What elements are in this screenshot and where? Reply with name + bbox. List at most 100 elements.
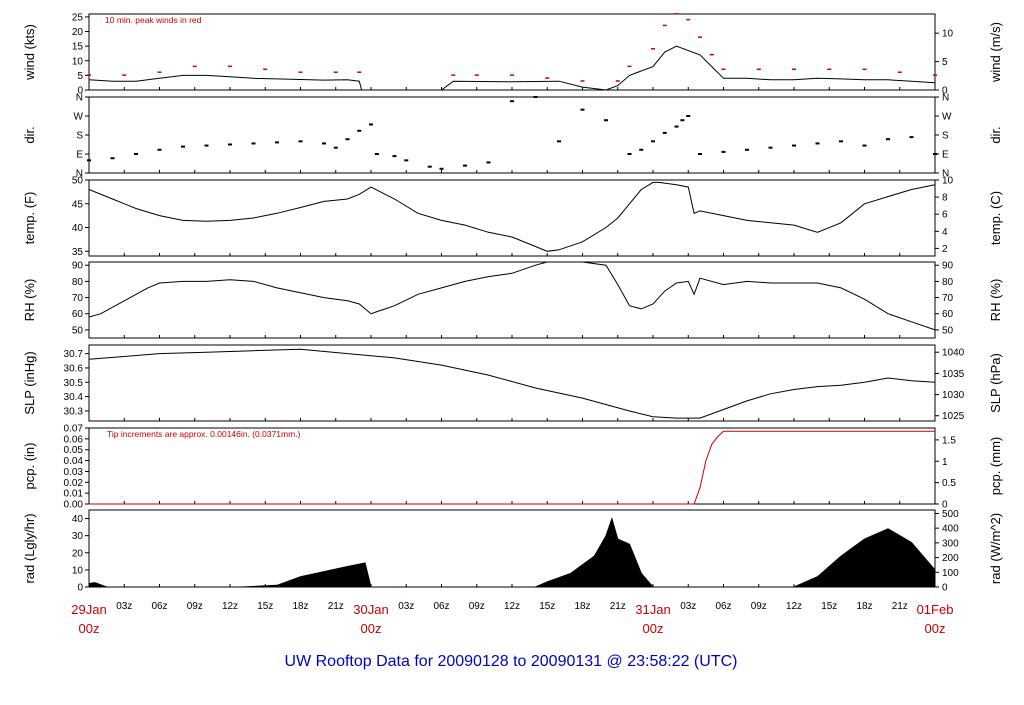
dir-point xyxy=(392,155,397,158)
temp-left-tick-label: 35 xyxy=(72,247,84,258)
dir-point xyxy=(275,141,279,144)
wind-peak-point xyxy=(651,48,655,50)
rad-panel: rad (Lgly/hr) rad (W/m^2)0102030400100200… xyxy=(22,509,1003,594)
slp-left-tick-label: 30.3 xyxy=(64,406,84,417)
dir-point xyxy=(768,146,773,149)
slp-right-tick-label: 1035 xyxy=(942,369,965,380)
dir-point xyxy=(463,164,467,167)
dir-point xyxy=(322,142,326,145)
dir-point xyxy=(662,131,667,134)
wind-peak-point xyxy=(827,68,832,71)
wind-peak-point xyxy=(709,53,714,56)
wind-peak-point xyxy=(87,74,91,76)
dir-point xyxy=(439,167,444,170)
wind-peak-point xyxy=(615,80,620,82)
wind-peak-point xyxy=(451,74,456,76)
dir-point xyxy=(604,119,608,122)
pcp-annotation: Tip increments are approx. 0.00146in. (0… xyxy=(107,429,301,439)
dir-point xyxy=(110,157,115,160)
dir-point xyxy=(557,140,561,143)
dir-point xyxy=(839,140,843,143)
wind-peak-point xyxy=(792,68,796,71)
dir-point xyxy=(639,148,644,151)
hour-label: 18z xyxy=(856,601,872,612)
dir-point xyxy=(680,119,685,122)
dir-point xyxy=(486,161,491,164)
rh-right-tick-label: 60 xyxy=(942,309,954,320)
time-axis-labels: 29Jan 00z 30Jan 00z 31Jan 00z 01Feb 00z 03z 06z 09… xyxy=(71,601,953,636)
wind-peak-point xyxy=(298,71,303,73)
dir-point xyxy=(721,150,726,153)
rh-right-tick-label: 50 xyxy=(942,325,954,336)
rad-left-tick-label: 0 xyxy=(77,583,83,594)
rh-ylabel-right: RH (%) xyxy=(988,279,1003,322)
dir-frame xyxy=(88,96,936,174)
footer-title: UW Rooftop Data for 20090128 to 20090131… xyxy=(285,653,738,670)
rh-series-relative-humidity xyxy=(88,261,936,331)
pcp-panel: pcp. (in) pcp. (mm)0.000.010.020.030.040.… xyxy=(22,424,1003,511)
temp-right-tick-label: 4 xyxy=(942,227,948,238)
slp-right-tick-label: 1025 xyxy=(942,411,965,422)
pcp-left-tick-label: 0.04 xyxy=(64,456,84,467)
pcp-left-tick-label: 0.02 xyxy=(64,478,84,489)
wind-series-mean xyxy=(88,45,936,91)
dir-point xyxy=(251,142,256,145)
dir-right-tick-label: W xyxy=(942,112,952,123)
hour-label: 06z xyxy=(433,601,449,612)
dir-left-tick-label: W xyxy=(74,112,84,123)
wind-peak-point xyxy=(333,71,338,73)
wind-peak-point xyxy=(674,13,679,15)
rad-ylabel-right: rad (W/m^2) xyxy=(988,513,1003,584)
pcp-left-tick-label: 0.03 xyxy=(64,467,84,478)
temp-right-tick-label: 8 xyxy=(942,193,948,204)
dir-point xyxy=(745,148,749,151)
rad-ylabel-left: rad (Lgly/hr) xyxy=(22,513,37,583)
hour-label: 18z xyxy=(292,601,308,612)
rad-left-tick-label: 10 xyxy=(72,565,84,576)
dir-point xyxy=(580,108,585,111)
dir-left-tick-label: N xyxy=(76,169,83,180)
pcp-right-tick-label: 1 xyxy=(942,457,948,468)
wind-peak-point xyxy=(721,68,726,71)
dir-point xyxy=(204,144,209,147)
dir-point xyxy=(651,140,655,143)
dir-point xyxy=(374,153,379,155)
pcp-right-tick-label: 1.5 xyxy=(942,435,956,446)
hour-label: 15z xyxy=(821,601,837,612)
pcp-right-tick-label: 0.5 xyxy=(942,478,956,489)
wind-peak-point xyxy=(698,36,702,38)
pcp-left-tick-label: 0.00 xyxy=(64,500,84,511)
dir-point xyxy=(357,129,362,132)
wind-left-tick-label: 10 xyxy=(72,56,84,67)
rad-right-tick-label: 500 xyxy=(942,509,959,520)
rad-right-tick-label: 200 xyxy=(942,553,959,564)
rad-frame xyxy=(88,509,936,588)
pcp-ylabel-right: pcp. (mm) xyxy=(988,437,1003,496)
rh-right-tick-label: 80 xyxy=(942,277,954,288)
dir-point xyxy=(181,145,185,148)
dir-point xyxy=(157,148,162,151)
day-label-bottom: 00z xyxy=(361,621,382,636)
hour-label: 12z xyxy=(504,601,520,612)
wind-peak-point xyxy=(263,68,268,71)
wind-peak-point xyxy=(122,74,127,76)
wind-annotation: 10 min. peak winds in red xyxy=(105,15,202,25)
dir-left-tick-label: N xyxy=(76,93,83,104)
dir-point xyxy=(345,138,350,141)
pcp-ylabel-left: pcp. (in) xyxy=(22,443,37,490)
dir-right-tick-label: S xyxy=(942,131,949,142)
wind-peak-point xyxy=(933,74,937,76)
wind-left-tick-label: 25 xyxy=(72,12,84,23)
hour-label: 15z xyxy=(257,601,273,612)
wind-peak-point xyxy=(192,65,197,68)
dir-point xyxy=(933,153,937,155)
dir-point xyxy=(909,136,914,139)
rh-right-tick-label: 70 xyxy=(942,293,954,304)
temp-ylabel-right: temp. (C) xyxy=(988,191,1003,245)
slp-left-tick-label: 30.6 xyxy=(64,363,84,374)
hour-label: 06z xyxy=(151,601,167,612)
dir-point xyxy=(333,146,338,149)
temp-left-tick-label: 40 xyxy=(72,223,84,234)
wind-peak-point xyxy=(228,65,232,68)
